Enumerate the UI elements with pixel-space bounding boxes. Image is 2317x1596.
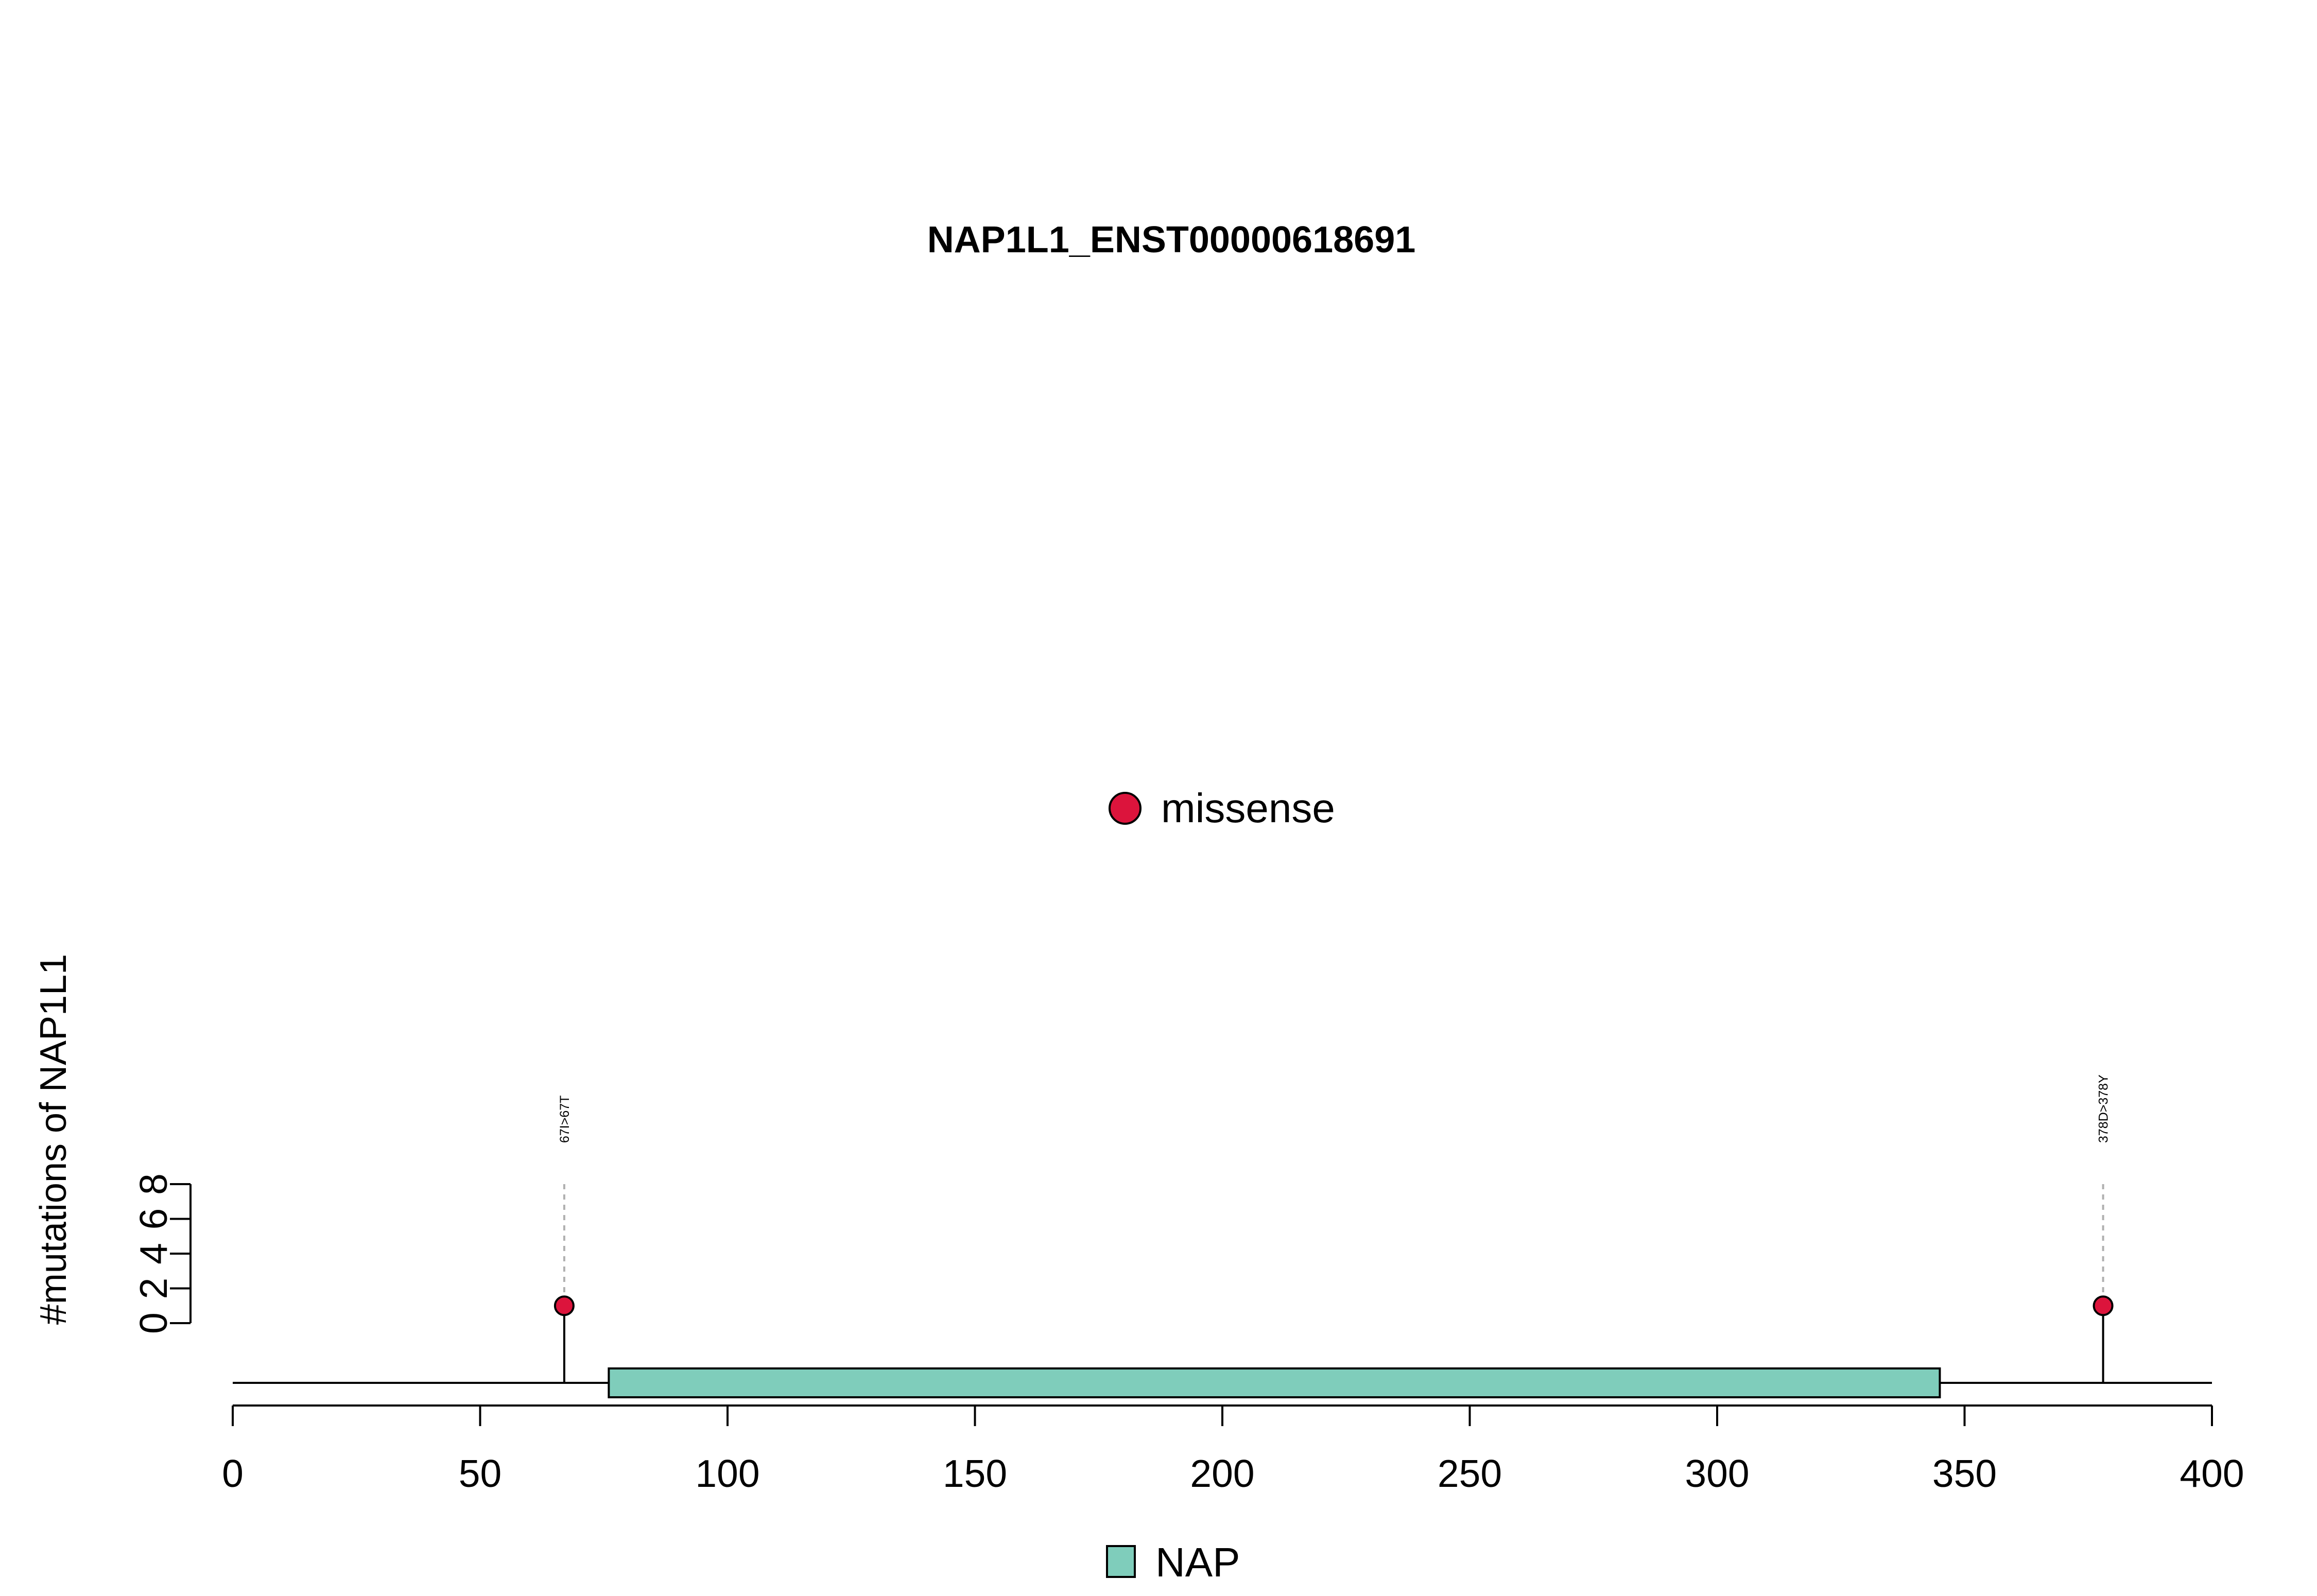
- x-tick-label: 400: [2180, 1452, 2244, 1495]
- y-axis-label: #mutations of NAP1L1: [33, 954, 74, 1325]
- mutation-label: 378D>378Y: [2097, 1074, 2111, 1143]
- chart-title: NAP1L1_ENST00000618691: [927, 219, 1416, 261]
- x-tick-label: 200: [1190, 1452, 1254, 1495]
- x-tick-label: 250: [1438, 1452, 1502, 1495]
- y-tick-label: 0: [132, 1312, 175, 1334]
- y-tick-label: 2: [132, 1278, 175, 1299]
- y-axis: 0 2 4 6 8: [132, 1173, 192, 1334]
- mutation-layer: 67I>67T 378D>378Y: [554, 1074, 2114, 1383]
- mutation-point: [554, 1295, 575, 1316]
- missense-legend-label: missense: [1161, 785, 1335, 831]
- nap-legend-swatch: [1106, 1545, 1136, 1578]
- x-axis: 0 50 100 150 200 250 300 350 400: [222, 1404, 2244, 1495]
- mutation-legend: missense: [1109, 785, 1335, 831]
- x-tick-label: 50: [459, 1452, 502, 1495]
- nap-legend-label: NAP: [1155, 1539, 1240, 1585]
- mutation-point: [2093, 1295, 2114, 1316]
- x-tick-label: 150: [943, 1452, 1007, 1495]
- domain-nap: [608, 1367, 1941, 1398]
- mutation-label: 67I>67T: [558, 1096, 572, 1143]
- x-tick-label: 100: [695, 1452, 759, 1495]
- x-tick-label: 0: [222, 1452, 244, 1495]
- y-tick-label: 6: [132, 1208, 175, 1230]
- x-tick-label: 300: [1685, 1452, 1749, 1495]
- domain-legend: NAP: [1106, 1539, 1240, 1585]
- y-tick-label: 8: [132, 1173, 175, 1195]
- missense-legend-marker: [1109, 792, 1142, 825]
- y-tick-label: 4: [132, 1243, 175, 1264]
- x-tick-label: 350: [1932, 1452, 1997, 1495]
- domain-layer: [608, 1367, 1941, 1398]
